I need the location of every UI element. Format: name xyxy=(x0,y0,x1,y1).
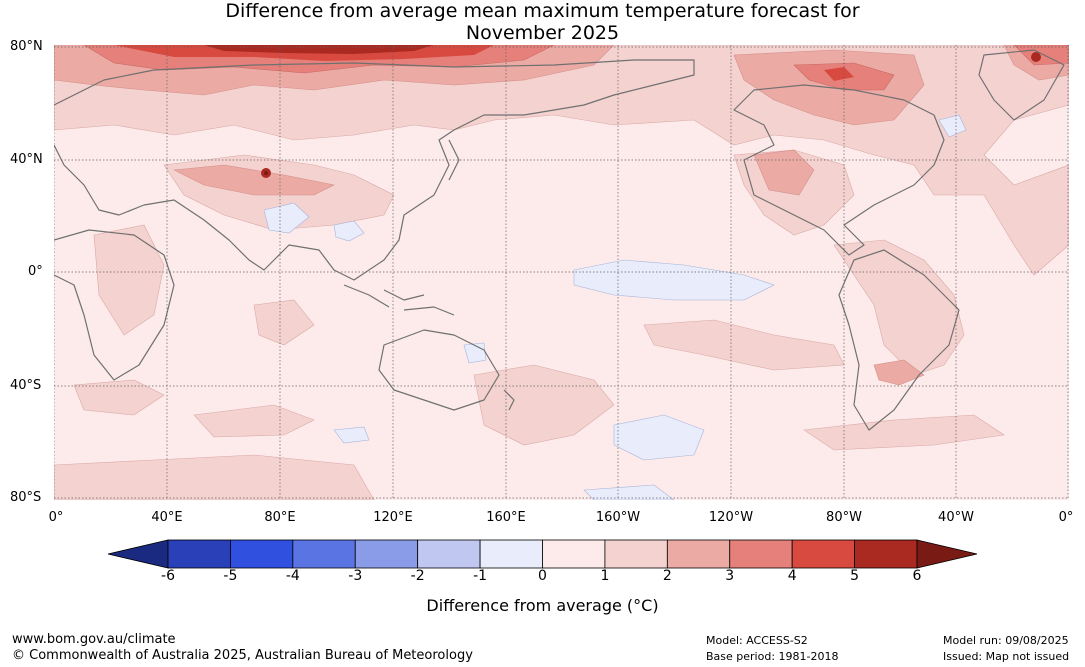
colorbar-bin xyxy=(292,539,356,569)
coastlines xyxy=(54,49,1065,431)
colorbar xyxy=(107,539,978,569)
footer-issued: Issued: Map not issued xyxy=(943,650,1070,663)
lon-label-40e: 40°E xyxy=(151,510,183,525)
lon-label-160w: 160°W xyxy=(595,510,641,525)
footer-base-period: Base period: 1981-2018 xyxy=(706,650,839,663)
colorbar-tick-label: 1 xyxy=(600,568,610,584)
colorbar-tick-label: 4 xyxy=(787,568,797,584)
colorbar-tick-label: -6 xyxy=(161,568,175,584)
colorbar-tick-label: -3 xyxy=(348,568,363,584)
colorbar-bin xyxy=(604,539,668,569)
colorbar-bin xyxy=(729,539,793,569)
lat-label-40n: 40°N xyxy=(10,152,43,167)
hotspot-marker xyxy=(264,171,268,175)
lon-label-120w: 120°W xyxy=(708,510,754,525)
colorbar-tick-label: -1 xyxy=(473,568,488,584)
anomaly-neg1-0-regions xyxy=(263,114,967,500)
lat-label-80n: 80°N xyxy=(10,39,43,54)
colorbar-bin xyxy=(666,539,731,569)
lon-label-160e: 160°E xyxy=(486,510,526,525)
colorbar-extend-high xyxy=(916,539,978,569)
colorbar-bin xyxy=(417,539,481,569)
colorbar-tick-label: -2 xyxy=(410,568,425,584)
colorbar-bin xyxy=(791,539,855,569)
title-line-1: Difference from average mean maximum tem… xyxy=(225,0,860,22)
colorbar-tick-label: 2 xyxy=(662,568,672,584)
colorbar-tick-label: -5 xyxy=(223,568,238,584)
colorbar-tick-label: 6 xyxy=(912,568,922,584)
map-title: Difference from average mean maximum tem… xyxy=(0,0,1085,44)
footer-model: Model: ACCESS-S2 xyxy=(706,634,808,647)
lon-label-80e: 80°E xyxy=(264,510,296,525)
colorbar-tick-label: 5 xyxy=(850,568,860,584)
colorbar-tick-label: -4 xyxy=(285,568,300,584)
lat-label-0: 0° xyxy=(28,264,43,279)
colorbar-bin xyxy=(542,539,606,569)
title-line-2: November 2025 xyxy=(465,22,620,44)
footer-website: www.bom.gov.au/climate xyxy=(12,632,176,647)
lon-label-80w: 80°W xyxy=(826,510,862,525)
colorbar-tick-label: 0 xyxy=(538,568,547,584)
colorbar-extend-low xyxy=(107,539,169,569)
footer-copyright: © Commonwealth of Australia 2025, Austra… xyxy=(12,648,473,663)
temperature-anomaly-map xyxy=(54,45,1069,500)
lon-label-0-right: 0° xyxy=(1058,510,1074,525)
lon-label-0: 0° xyxy=(48,510,64,525)
lon-label-120e: 120°E xyxy=(373,510,413,525)
colorbar-bin xyxy=(230,539,294,569)
lat-label-40s: 40°S xyxy=(10,378,42,393)
graticule xyxy=(54,45,1069,500)
colorbar-label: Difference from average (°C) xyxy=(426,596,659,615)
lon-label-40w: 40°W xyxy=(938,510,974,525)
colorbar-bin xyxy=(479,539,543,569)
colorbar-bin xyxy=(854,539,918,569)
colorbar-bin xyxy=(167,539,231,569)
lat-label-80s: 80°S xyxy=(10,490,42,505)
footer-model-run: Model run: 09/08/2025 xyxy=(943,634,1069,647)
colorbar-bin xyxy=(354,539,419,569)
colorbar-tick-label: 3 xyxy=(725,568,735,584)
